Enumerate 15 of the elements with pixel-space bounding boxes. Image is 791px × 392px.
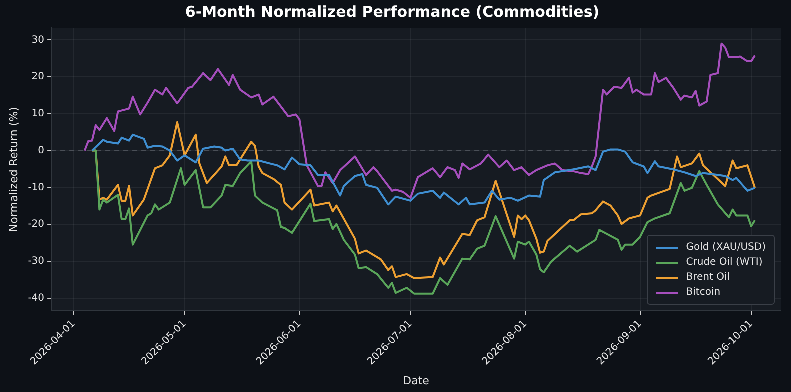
x-axis-title: Date (403, 374, 430, 388)
y-tick-label: -20 (28, 219, 45, 230)
y-tick-label: -30 (28, 256, 45, 268)
y-tick-label: 10 (32, 108, 45, 120)
legend-label: Crude Oil (WTI) (686, 257, 763, 268)
legend-label: Bitcoin (686, 287, 721, 298)
y-tick-label: -10 (28, 182, 45, 194)
y-axis-title: Normalized Return (%) (7, 107, 20, 232)
legend-label: Brent Oil (686, 272, 730, 284)
y-tick-label: 20 (32, 72, 45, 83)
y-tick-label: 30 (32, 34, 45, 46)
y-tick-label: -40 (28, 292, 45, 304)
chart-title: 6-Month Normalized Performance (Commodities) (185, 2, 600, 21)
y-tick-label: 0 (38, 145, 45, 156)
legend-label: Gold (XAU/USD) (686, 242, 766, 254)
